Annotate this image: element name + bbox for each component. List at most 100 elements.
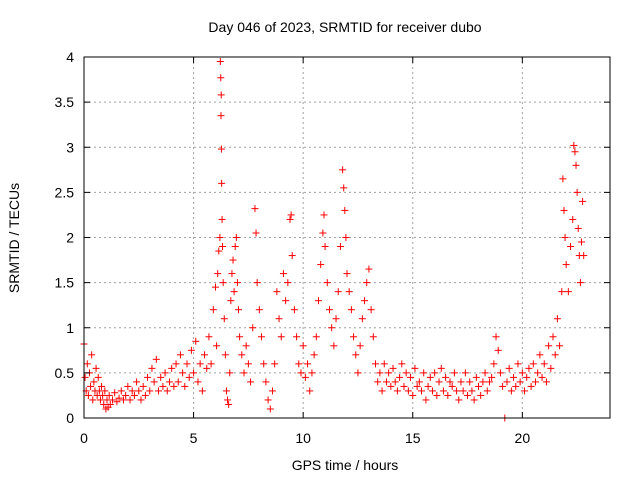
data-point: [361, 297, 369, 305]
data-point: [133, 378, 141, 386]
data-point: [483, 387, 491, 395]
data-point: [387, 382, 395, 390]
data-point: [418, 387, 426, 395]
data-point: [398, 360, 406, 368]
data-point: [247, 378, 255, 386]
data-point: [231, 243, 239, 251]
data-point: [439, 387, 447, 395]
data-point: [94, 373, 102, 381]
data-point: [385, 369, 393, 377]
data-point: [518, 369, 526, 377]
data-point: [244, 360, 252, 368]
data-point: [369, 333, 377, 341]
data-point: [96, 396, 104, 404]
data-point: [219, 279, 227, 287]
data-point: [527, 382, 535, 390]
data-point: [540, 360, 548, 368]
data-point: [413, 382, 421, 390]
data-point: [330, 342, 338, 350]
data-point: [262, 378, 270, 386]
data-point: [365, 265, 373, 273]
data-point: [235, 306, 243, 314]
y-tick-label: 2: [66, 230, 74, 246]
data-point: [92, 364, 100, 372]
data-point: [420, 369, 428, 377]
data-point: [400, 382, 408, 390]
data-point: [570, 141, 578, 149]
data-point: [433, 391, 441, 399]
data-point: [288, 252, 296, 260]
data-point: [354, 369, 362, 377]
data-point: [308, 369, 316, 377]
data-point: [558, 288, 566, 296]
data-point: [576, 279, 584, 287]
data-point: [431, 369, 439, 377]
data-point: [225, 400, 233, 408]
data-point: [407, 373, 415, 381]
data-point: [424, 382, 432, 390]
data-point: [551, 351, 559, 359]
data-point: [148, 364, 156, 372]
data-point: [446, 378, 454, 386]
y-tick-label: 3: [66, 139, 74, 155]
data-point: [260, 360, 268, 368]
data-point: [100, 400, 108, 408]
data-point: [284, 279, 292, 287]
data-point: [538, 373, 546, 381]
data-point: [130, 391, 138, 399]
data-point: [499, 382, 507, 390]
data-point: [165, 378, 173, 386]
data-point: [448, 382, 456, 390]
data-point: [157, 373, 165, 381]
data-point: [258, 333, 266, 341]
data-point: [435, 378, 443, 386]
data-point: [512, 382, 520, 390]
data-point: [81, 373, 89, 381]
data-point: [569, 215, 577, 223]
data-point: [466, 378, 474, 386]
data-point: [422, 396, 430, 404]
data-point: [106, 400, 114, 408]
data-point: [409, 391, 417, 399]
axis-ticks: 0 0.5 1 1.5 2 2.5 3 3.5 4 0 5 10 15 20: [55, 49, 610, 446]
data-point: [144, 373, 152, 381]
data-point: [488, 373, 496, 381]
data-point: [217, 112, 225, 120]
data-point: [266, 405, 274, 413]
data-point: [228, 270, 236, 278]
data-point: [325, 306, 333, 314]
data-point: [124, 382, 132, 390]
data-point: [159, 382, 167, 390]
data-point: [88, 351, 96, 359]
data-point: [218, 179, 226, 187]
data-point: [108, 396, 116, 404]
data-point: [128, 387, 136, 395]
y-tick-label: 1: [66, 320, 74, 336]
data-point: [350, 333, 358, 341]
data-point: [172, 360, 180, 368]
data-point: [83, 360, 91, 368]
data-point: [214, 270, 222, 278]
data-point: [536, 351, 544, 359]
data-point: [215, 247, 223, 255]
data-point: [212, 283, 219, 291]
data-point: [553, 315, 561, 323]
data-point: [146, 387, 154, 395]
data-point: [249, 324, 257, 332]
data-point: [572, 161, 580, 169]
data-point: [168, 364, 176, 372]
data-point: [347, 306, 355, 314]
x-tick-label: 10: [295, 430, 311, 446]
data-point: [455, 396, 463, 404]
data-point: [226, 369, 234, 377]
data-point: [468, 387, 476, 395]
y-tick-label: 3.5: [55, 94, 75, 110]
data-point: [562, 261, 570, 269]
data-point: [481, 369, 489, 377]
data-point: [183, 360, 191, 368]
data-point: [573, 188, 581, 196]
chart-title: Day 046 of 2023, SRMTID for receiver dub…: [208, 19, 481, 35]
data-point: [334, 288, 342, 296]
data-point: [312, 333, 320, 341]
data-point: [233, 279, 241, 287]
